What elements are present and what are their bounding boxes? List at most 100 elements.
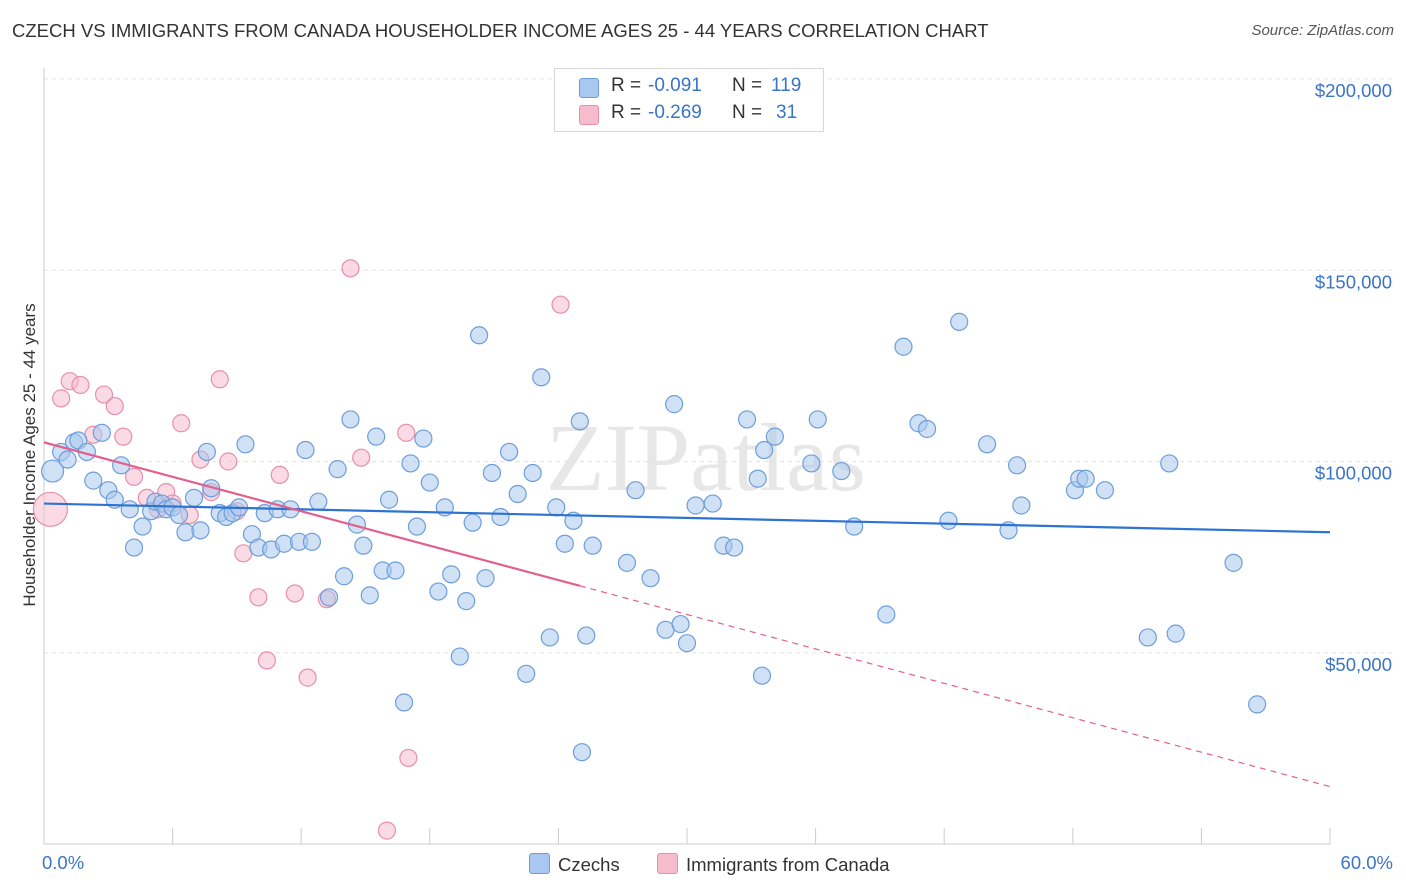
legend-r-label: R = (611, 102, 642, 123)
canada-point (105, 396, 124, 416)
czech-point (469, 326, 489, 345)
czech-point (977, 435, 997, 454)
czech-point (341, 410, 360, 429)
czech-point (500, 442, 519, 462)
czech-point (1224, 553, 1243, 572)
bottom-legend-swatch-canada (657, 853, 678, 874)
legend-n-value: 119 (771, 75, 802, 96)
canada-trend-extension (579, 585, 1331, 788)
czech-point (1160, 454, 1179, 473)
czech-point (686, 496, 705, 515)
canada-point (219, 452, 238, 471)
czech-point (236, 435, 255, 454)
czech-point (1012, 496, 1031, 515)
czech-point (577, 626, 596, 645)
axes (43, 68, 1331, 845)
x-tick-label: 0.0% (42, 852, 84, 873)
canada-point (551, 295, 570, 314)
czech-point (92, 423, 111, 442)
trend-lines (43, 441, 1331, 788)
legend-r-label: R = (611, 75, 642, 96)
czech-point (442, 565, 461, 584)
y-tick-label: $100,000 (1315, 463, 1392, 484)
czech-point (808, 410, 827, 429)
bottom-legend-label-canada: Immigrants from Canada (686, 854, 890, 875)
czech-point (748, 469, 767, 488)
canada-point (341, 259, 360, 278)
czech-point (58, 450, 77, 469)
czech-point (367, 427, 386, 446)
legend-r-value: -0.091 (648, 75, 702, 96)
legend-swatch-czechs (579, 78, 599, 98)
czech-point (677, 634, 697, 653)
czech-point (386, 561, 405, 580)
canada-point (257, 651, 277, 670)
czech-point (394, 693, 414, 712)
legend-swatch-canada (579, 105, 599, 125)
czech-point (184, 488, 204, 507)
czech-point (133, 517, 152, 536)
legend-row-czechs: R = -0.091 N = 119 (555, 75, 823, 101)
bottom-legend-label-czechs: Czechs (558, 854, 620, 875)
canada-point (52, 389, 71, 408)
czech-point (450, 647, 469, 666)
bottom-legend-canada: Immigrants from Canada (657, 853, 890, 877)
legend-r-value: -0.269 (648, 102, 702, 123)
czech-point (540, 628, 559, 647)
tick-labels: $50,000 $100,000 $150,000 $200,000 0.0% 60.0% (42, 80, 1393, 873)
canada-point (124, 467, 144, 486)
bottom-legend-czechs: Czechs (529, 853, 620, 877)
czech-point (917, 419, 937, 439)
czech-point (765, 427, 784, 446)
czech-point (414, 429, 433, 448)
x-tick-label: 60.0% (1341, 852, 1393, 873)
czech-point (832, 461, 851, 481)
y-tick-label: $150,000 (1315, 271, 1392, 292)
czech-point (407, 517, 427, 536)
canada-point (270, 465, 289, 484)
czech-point (532, 368, 551, 387)
correlation-legend: R = -0.091 N = 119 R = -0.269 N = 31 (554, 68, 824, 132)
canada-point (298, 668, 317, 687)
czech-point (476, 569, 495, 588)
canada-point (32, 491, 69, 527)
chart-source: Source: ZipAtlas.com (1251, 22, 1394, 39)
czech-point (491, 507, 510, 527)
czech-point (508, 484, 527, 504)
czech-point (665, 395, 684, 414)
czech-point (523, 463, 542, 483)
y-tick-label: $200,000 (1315, 80, 1392, 101)
czech-point (401, 454, 420, 473)
canada-point (352, 448, 371, 467)
czech-point (40, 459, 65, 483)
czech-point (752, 666, 772, 685)
legend-n-label: N = (732, 102, 763, 123)
czech-point (1138, 628, 1157, 647)
czech-point (570, 412, 589, 431)
czech-point (296, 440, 315, 460)
czech-point (626, 481, 645, 500)
czech-point (354, 536, 373, 555)
canada-point (94, 385, 114, 404)
czech-point (319, 588, 339, 607)
czech-point (176, 523, 195, 542)
canada-point (397, 423, 416, 442)
bottom-legend-swatch-czechs (529, 853, 550, 874)
czech-point (1007, 456, 1027, 475)
czech-point (463, 513, 482, 532)
czech-point (547, 498, 566, 517)
czech-point (671, 614, 690, 634)
czech-point (84, 471, 103, 490)
canada-trend-line (43, 441, 581, 587)
czech-point (334, 567, 354, 586)
czech-point (328, 460, 347, 479)
canada-point (172, 414, 191, 433)
czech-point (302, 532, 322, 551)
czech-trend-line (43, 502, 1331, 534)
czech-point (429, 582, 448, 601)
czech-point (894, 337, 913, 356)
czech-point (737, 410, 757, 429)
chart-title: CZECH VS IMMIGRANTS FROM CANADA HOUSEHOL… (12, 20, 989, 41)
czech-point (572, 743, 592, 762)
